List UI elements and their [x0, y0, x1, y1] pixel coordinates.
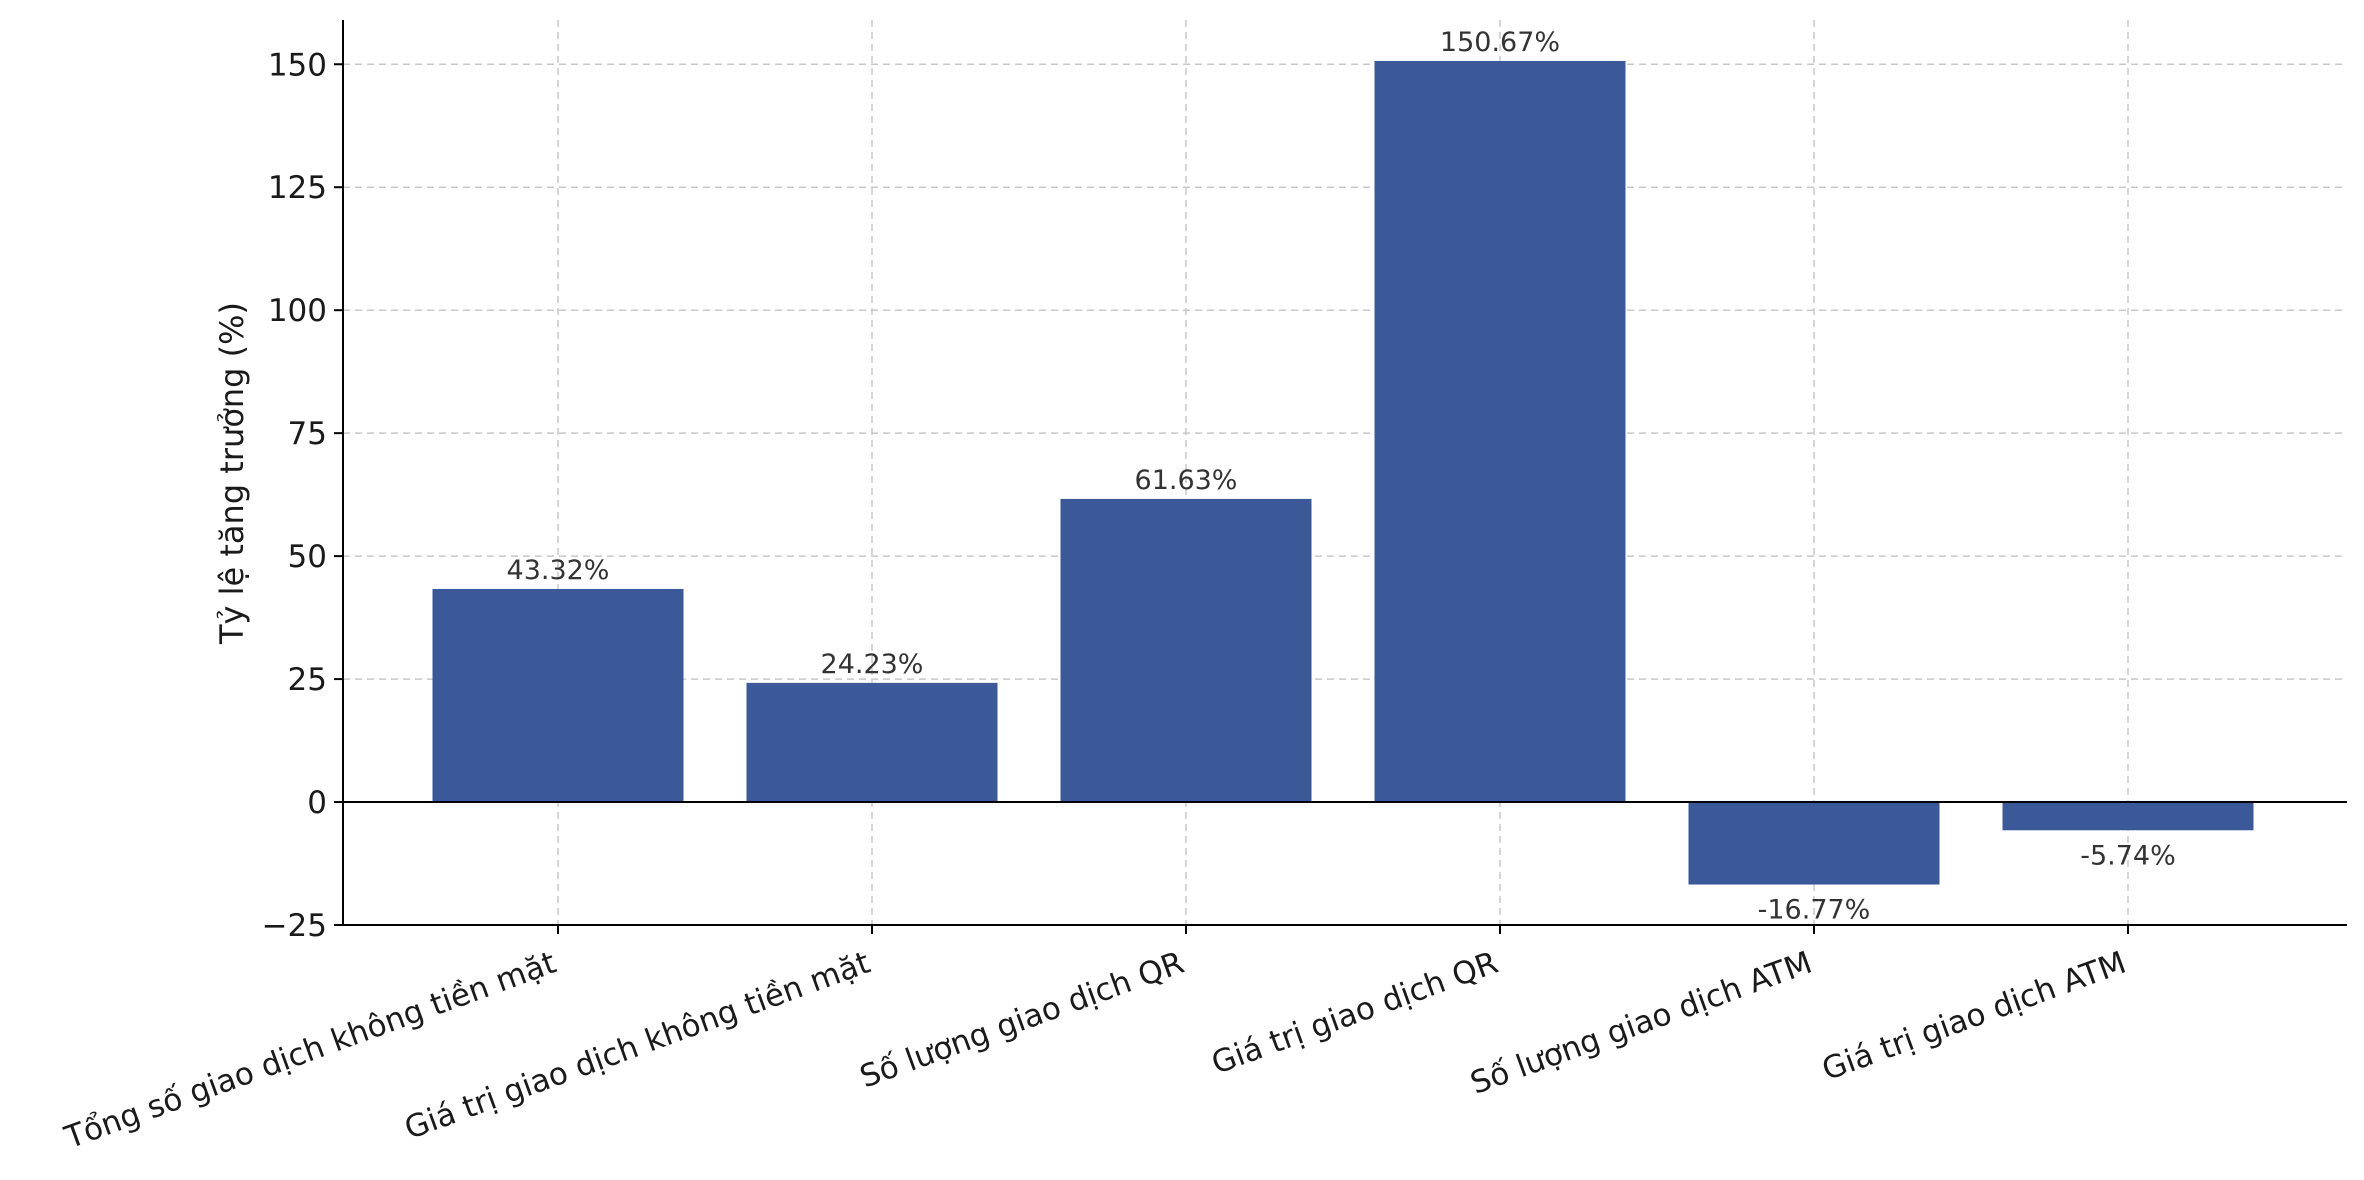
y-tick-label: 0 — [307, 785, 327, 821]
data-label: 61.63% — [1135, 465, 1238, 496]
grid — [343, 20, 2347, 926]
y-axis-title: Tỷ lệ tăng trưởng (%) — [213, 302, 251, 645]
bar — [2002, 802, 2254, 831]
data-label: 43.32% — [507, 555, 610, 586]
data-label: 150.67% — [1440, 27, 1560, 58]
data-label: 24.23% — [821, 649, 924, 680]
data-label: -16.77% — [1758, 895, 1871, 926]
bar — [1060, 498, 1312, 803]
x-tick-label: Số lượng giao dịch ATM — [1466, 945, 1817, 1102]
bar — [1688, 802, 1940, 885]
y-tick-label: 75 — [288, 416, 327, 452]
y-tick-label: 125 — [268, 170, 327, 206]
y-tick-label: 150 — [268, 47, 327, 83]
x-tick-label: Tổng số giao dịch không tiền mặt — [59, 945, 560, 1157]
data-label: -5.74% — [2080, 840, 2176, 871]
y-tick-label: 100 — [268, 293, 327, 329]
axes — [334, 20, 2347, 934]
bar — [432, 588, 684, 803]
bars — [432, 60, 2254, 885]
y-tick-label: −25 — [262, 908, 327, 944]
x-tick-label: Giá trị giao dịch ATM — [1817, 945, 2130, 1088]
y-tick-label: 50 — [288, 539, 327, 575]
y-tick-label: 25 — [288, 662, 327, 698]
x-tick-label: Số lượng giao dịch QR — [855, 945, 1188, 1096]
bar — [1374, 60, 1626, 803]
bar — [746, 682, 998, 803]
x-tick-label: Giá trị giao dịch QR — [1207, 945, 1503, 1082]
